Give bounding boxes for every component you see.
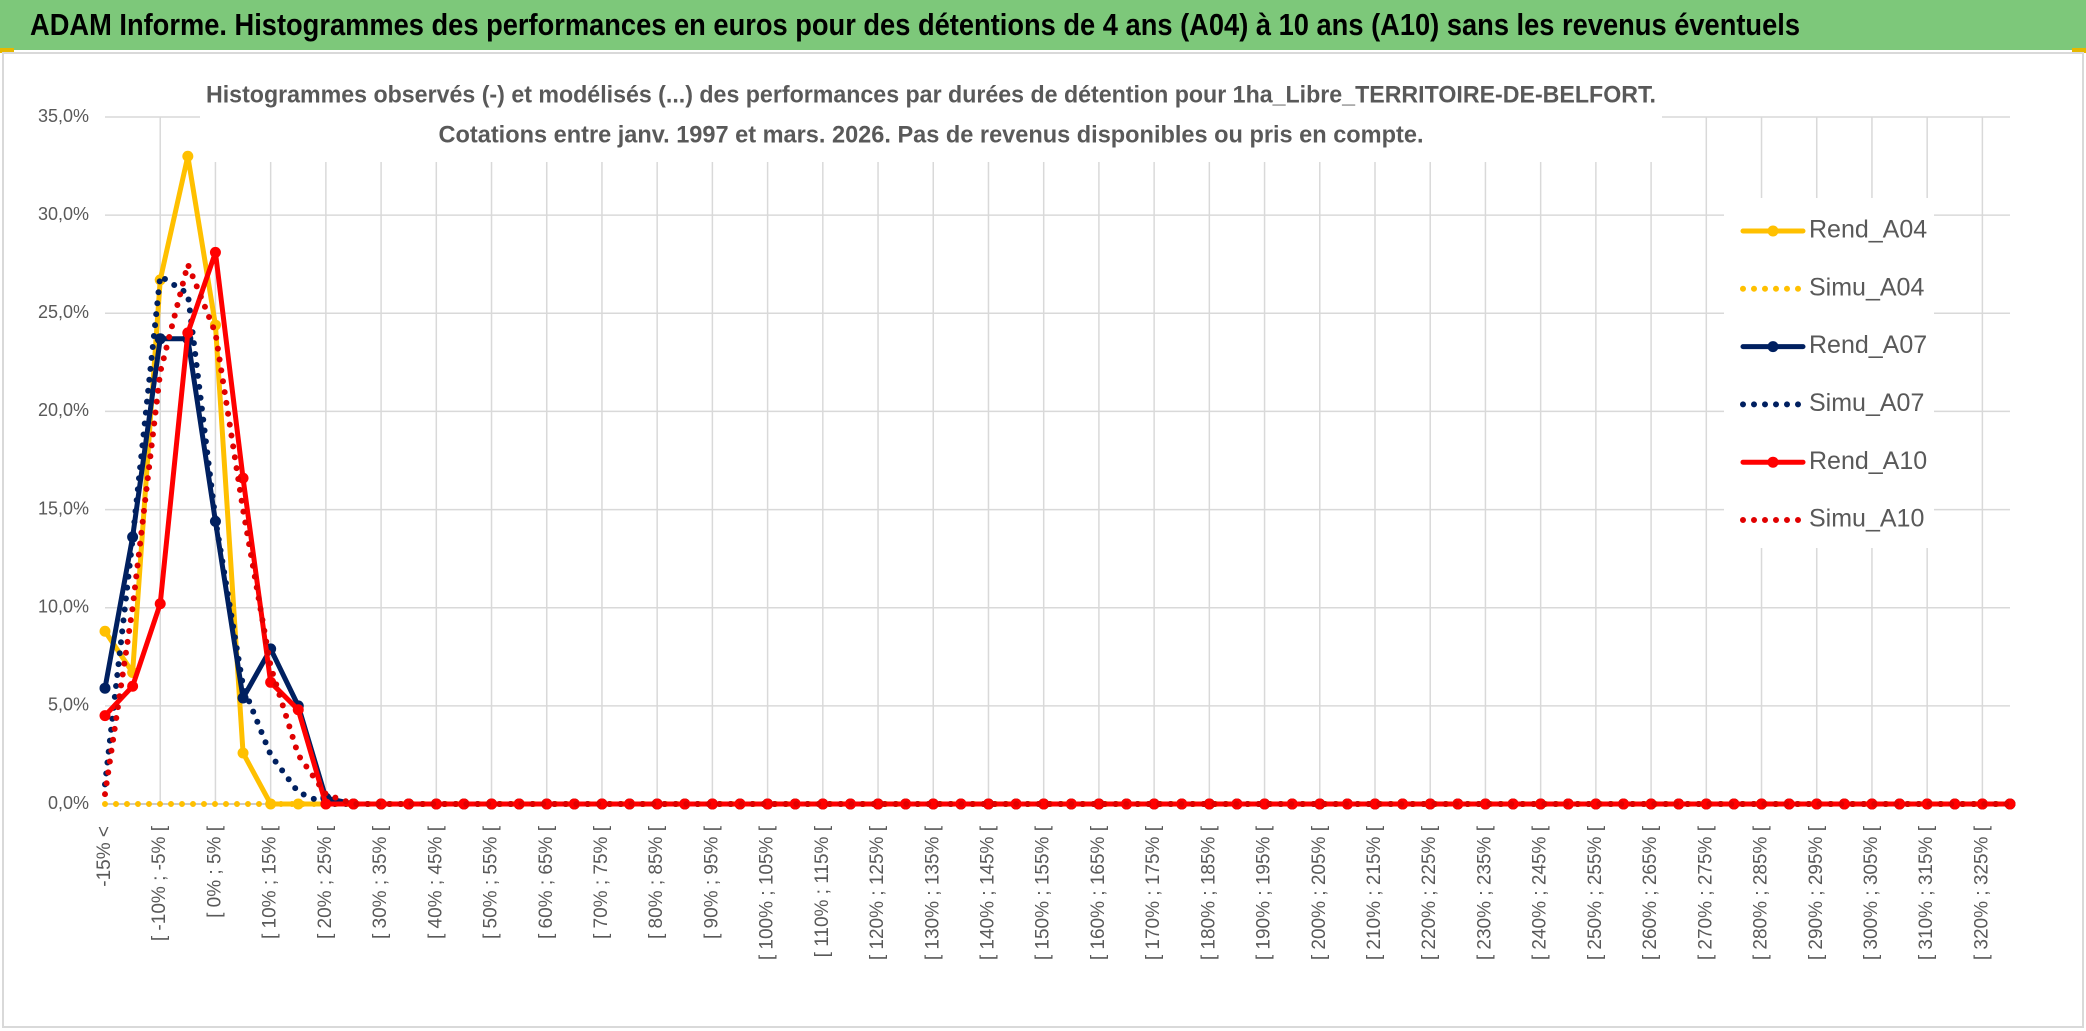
header-bar	[0, 0, 2086, 50]
x-tick-label: [ 260% ; 265% [	[1640, 825, 1661, 960]
data-point	[154, 598, 166, 610]
data-point	[1148, 798, 1160, 810]
y-tick-label: 15,0%	[38, 498, 89, 518]
chart-title: Histogrammes observés (-) et modélisés (…	[206, 81, 1656, 108]
x-tick-label: [ 160% ; 165% [	[1088, 825, 1109, 960]
data-point	[292, 704, 304, 716]
x-tick-label: [ 240% ; 245% [	[1530, 825, 1551, 960]
x-tick-label: [ 170% ; 175% [	[1143, 825, 1164, 960]
y-tick-label: 10,0%	[38, 596, 89, 616]
x-tick-label: [ 280% ; 285% [	[1751, 825, 1772, 960]
legend-marker	[1767, 341, 1779, 353]
x-tick-label: [ 250% ; 255% [	[1585, 825, 1606, 960]
data-point	[127, 680, 139, 692]
x-tick-label: [ 110% ; 115% [	[812, 825, 833, 957]
plot-lines	[99, 150, 2016, 810]
y-tick-label: 20,0%	[38, 400, 89, 420]
data-point	[872, 798, 884, 810]
legend-label: Simu_A10	[1809, 505, 1924, 533]
x-tick-label: [ 20% ; 25% [	[315, 825, 336, 939]
data-point	[982, 798, 994, 810]
data-point	[817, 798, 829, 810]
legend-background	[1724, 198, 1934, 548]
y-tick-label: 5,0%	[48, 695, 89, 715]
x-tick-label: [ 10% ; 15% [	[260, 825, 281, 939]
corner-accent	[2072, 48, 2086, 53]
data-point	[99, 682, 111, 694]
x-tick-label: [ 60% ; 65% [	[536, 825, 557, 939]
data-point	[182, 150, 194, 162]
x-tick-label: [ 150% ; 155% [	[1033, 825, 1054, 960]
x-tick-label: -15% <	[94, 826, 115, 887]
header-title: ADAM Informe. Histogrammes des performan…	[30, 7, 1800, 42]
x-tick-label: [ 140% ; 145% [	[977, 825, 998, 960]
legend: Rend_A04 Simu_A04 Rend_A07 Simu_A07 Rend_A10…	[1740, 216, 1927, 533]
corner-accent	[0, 48, 14, 53]
x-tick-label: [ 200% ; 205% [	[1309, 825, 1330, 960]
data-point	[1369, 798, 1381, 810]
data-point	[1314, 798, 1326, 810]
data-point	[1203, 798, 1215, 810]
x-tick-label: [ 220% ; 225% [	[1419, 825, 1440, 960]
x-tick-label: [ 190% ; 195% [	[1254, 825, 1275, 960]
x-axis-labels: -15% < [ -10% ; -5% [ [ 0% ; 5% [ [ 10% ; 1…	[94, 825, 1992, 960]
data-point	[1424, 798, 1436, 810]
legend-label: Simu_A04	[1809, 273, 1924, 301]
data-point	[320, 798, 332, 810]
series-line	[102, 261, 2013, 807]
y-tick-label: 0,0%	[48, 793, 89, 813]
data-point	[1259, 798, 1271, 810]
y-axis-labels: 0,0% 5,0% 10,0% 15,0% 20,0% 25,0% 30,0% 35,0%	[38, 106, 89, 813]
data-point	[1093, 798, 1105, 810]
x-tick-label: [ -10% ; -5% [	[149, 825, 170, 941]
x-tick-label: [ 30% ; 35% [	[370, 825, 391, 939]
x-tick-label: [ 130% ; 135% [	[922, 825, 943, 960]
y-tick-label: 30,0%	[38, 204, 89, 224]
x-tick-label: [ 320% ; 325% [	[1971, 825, 1992, 960]
legend-label: Rend_A04	[1809, 216, 1927, 244]
x-tick-label: [ 90% ; 95% [	[701, 825, 722, 939]
data-point	[292, 798, 304, 810]
x-tick-label: [ 100% ; 105% [	[757, 825, 778, 960]
data-point	[762, 798, 774, 810]
x-tick-label: [ 50% ; 55% [	[481, 825, 502, 939]
data-point	[927, 798, 939, 810]
x-tick-label: [ 210% ; 215% [	[1364, 825, 1385, 960]
data-point	[1038, 798, 1050, 810]
x-tick-label: [ 120% ; 125% [	[867, 825, 888, 960]
x-tick-label: [ 230% ; 235% [	[1474, 825, 1495, 960]
x-tick-label: [ 0% ; 5% [	[204, 825, 225, 918]
data-point	[237, 747, 249, 759]
y-tick-label: 25,0%	[38, 302, 89, 322]
data-point	[209, 246, 221, 258]
legend-marker	[1767, 225, 1779, 237]
x-tick-label: [ 180% ; 185% [	[1198, 825, 1219, 960]
legend-label: Rend_A07	[1809, 331, 1927, 359]
data-point	[706, 798, 718, 810]
legend-marker	[1767, 456, 1779, 468]
x-tick-label: [ 300% ; 305% [	[1861, 825, 1882, 960]
chart-subtitle: Cotations entre janv. 1997 et mars. 2026…	[439, 121, 1424, 148]
title-background	[200, 76, 1662, 162]
x-tick-label: [ 310% ; 315% [	[1916, 825, 1937, 960]
data-point	[182, 327, 194, 339]
x-tick-label: [ 270% ; 275% [	[1695, 825, 1716, 960]
data-point	[154, 333, 166, 345]
legend-label: Simu_A07	[1809, 389, 1924, 417]
legend-label: Rend_A10	[1809, 447, 1927, 475]
x-tick-label: [ 70% ; 75% [	[591, 825, 612, 939]
chart-frame	[2, 52, 2084, 1028]
data-point	[99, 625, 111, 637]
data-point	[237, 692, 249, 704]
x-tick-label: [ 80% ; 85% [	[646, 825, 667, 939]
x-tick-label: [ 290% ; 295% [	[1806, 825, 1827, 960]
data-point	[99, 710, 111, 722]
y-tick-label: 35,0%	[38, 106, 89, 126]
x-tick-label: [ 40% ; 45% [	[425, 825, 446, 939]
